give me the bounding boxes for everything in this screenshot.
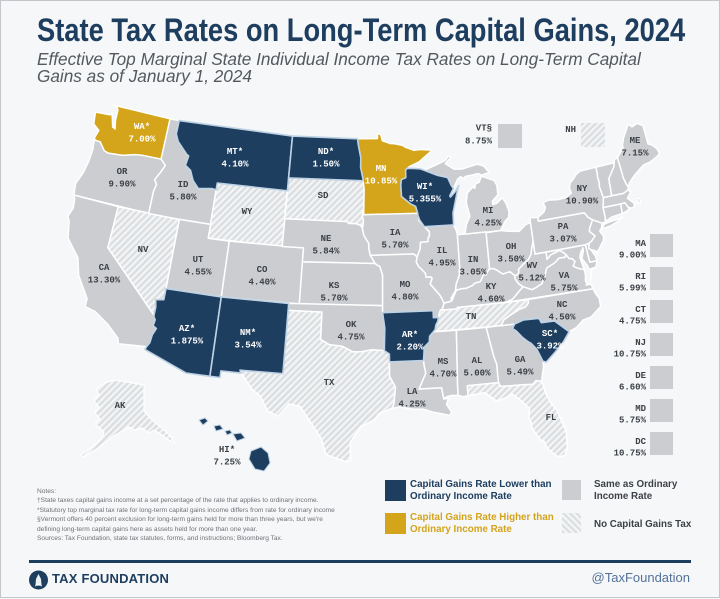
svg-text:CT: CT xyxy=(635,305,646,315)
svg-text:2.20%: 2.20% xyxy=(396,343,424,353)
svg-text:NH: NH xyxy=(565,125,576,135)
svg-text:4.70%: 4.70% xyxy=(429,370,457,380)
svg-text:KY: KY xyxy=(486,282,497,292)
svg-text:MN: MN xyxy=(376,164,387,174)
svg-text:MD: MD xyxy=(635,404,646,414)
svg-text:5.355%: 5.355% xyxy=(409,195,442,205)
svg-text:4.25%: 4.25% xyxy=(398,400,426,410)
svg-text:NM*: NM* xyxy=(240,328,256,338)
svg-text:7.15%: 7.15% xyxy=(621,149,649,159)
svg-text:WI*: WI* xyxy=(417,182,433,192)
svg-text:DC: DC xyxy=(635,437,646,447)
svg-text:HI*: HI* xyxy=(219,445,235,455)
svg-text:4.40%: 4.40% xyxy=(248,278,276,288)
svg-text:SD: SD xyxy=(318,191,329,201)
svg-text:NE: NE xyxy=(321,234,332,244)
svg-text:GA: GA xyxy=(515,355,526,365)
svg-text:4.95%: 4.95% xyxy=(428,259,456,269)
svg-text:SC*: SC* xyxy=(542,329,558,339)
svg-text:7.25%: 7.25% xyxy=(213,458,241,468)
svg-text:3.92%: 3.92% xyxy=(536,342,564,352)
svg-text:5.00%: 5.00% xyxy=(463,369,491,379)
svg-text:LA: LA xyxy=(407,387,418,397)
svg-text:13.30%: 13.30% xyxy=(88,276,121,286)
svg-text:AL: AL xyxy=(472,356,483,366)
svg-text:AK: AK xyxy=(115,401,126,411)
svg-text:4.60%: 4.60% xyxy=(477,295,505,305)
svg-text:UT: UT xyxy=(193,255,204,265)
svg-text:3.50%: 3.50% xyxy=(497,255,525,265)
svg-text:TX: TX xyxy=(324,378,335,388)
svg-text:WV: WV xyxy=(527,261,538,271)
svg-text:IL: IL xyxy=(437,246,448,256)
svg-text:WY: WY xyxy=(242,207,253,217)
svg-text:MO: MO xyxy=(400,280,411,290)
svg-text:4.80%: 4.80% xyxy=(391,293,419,303)
svg-text:FL: FL xyxy=(546,413,557,423)
svg-text:CA: CA xyxy=(99,263,110,273)
svg-text:5.80%: 5.80% xyxy=(169,193,197,203)
svg-text:VT§: VT§ xyxy=(476,124,492,134)
svg-text:OK: OK xyxy=(346,320,357,330)
svg-text:CO: CO xyxy=(257,265,268,275)
svg-text:IA: IA xyxy=(390,228,401,238)
svg-text:4.25%: 4.25% xyxy=(474,219,502,229)
svg-text:5.49%: 5.49% xyxy=(506,368,534,378)
svg-text:ME: ME xyxy=(630,136,641,146)
svg-text:IN: IN xyxy=(468,255,479,265)
svg-text:4.55%: 4.55% xyxy=(184,268,212,278)
svg-text:1.50%: 1.50% xyxy=(312,160,340,170)
svg-text:NC: NC xyxy=(557,300,568,310)
svg-text:5.84%: 5.84% xyxy=(312,247,340,257)
svg-text:5.99%: 5.99% xyxy=(619,284,647,294)
svg-text:10.90%: 10.90% xyxy=(566,197,599,207)
svg-text:OR: OR xyxy=(117,167,128,177)
svg-text:5.75%: 5.75% xyxy=(619,416,647,426)
svg-text:MT*: MT* xyxy=(227,147,243,157)
svg-text:10.75%: 10.75% xyxy=(614,449,647,459)
svg-text:4.75%: 4.75% xyxy=(337,333,365,343)
svg-text:5.12%: 5.12% xyxy=(518,274,546,284)
svg-text:KS: KS xyxy=(329,281,340,291)
svg-text:7.00%: 7.00% xyxy=(128,135,156,145)
svg-text:DE: DE xyxy=(635,371,646,381)
svg-text:NY: NY xyxy=(577,184,588,194)
svg-text:5.70%: 5.70% xyxy=(381,241,409,251)
svg-text:3.05%: 3.05% xyxy=(459,268,487,278)
svg-text:MS: MS xyxy=(438,357,449,367)
svg-text:3.54%: 3.54% xyxy=(234,341,262,351)
svg-text:PA: PA xyxy=(558,222,569,232)
svg-text:NV: NV xyxy=(138,245,149,255)
svg-text:VA: VA xyxy=(559,271,570,281)
svg-text:10.85%: 10.85% xyxy=(365,177,398,187)
svg-text:RI: RI xyxy=(635,272,646,282)
svg-text:AZ*: AZ* xyxy=(179,324,195,334)
svg-text:MA: MA xyxy=(635,239,646,249)
svg-text:3.07%: 3.07% xyxy=(549,235,577,245)
svg-text:ND*: ND* xyxy=(318,147,334,157)
svg-text:4.50%: 4.50% xyxy=(548,313,576,323)
svg-text:8.75%: 8.75% xyxy=(465,137,493,147)
svg-text:NJ: NJ xyxy=(635,338,646,348)
svg-text:4.75%: 4.75% xyxy=(619,317,647,327)
svg-text:6.60%: 6.60% xyxy=(619,383,647,393)
svg-text:OH: OH xyxy=(506,242,517,252)
svg-text:TN: TN xyxy=(466,312,477,322)
svg-text:9.00%: 9.00% xyxy=(619,251,647,261)
svg-text:10.75%: 10.75% xyxy=(614,350,647,360)
svg-text:1.875%: 1.875% xyxy=(171,337,204,347)
svg-text:AR*: AR* xyxy=(402,330,418,340)
svg-text:5.70%: 5.70% xyxy=(320,294,348,304)
svg-text:4.10%: 4.10% xyxy=(221,160,249,170)
svg-text:ID: ID xyxy=(178,180,189,190)
svg-text:MI: MI xyxy=(483,206,494,216)
svg-text:5.75%: 5.75% xyxy=(550,284,578,294)
svg-text:WA*: WA* xyxy=(134,122,150,132)
svg-text:9.90%: 9.90% xyxy=(108,180,136,190)
